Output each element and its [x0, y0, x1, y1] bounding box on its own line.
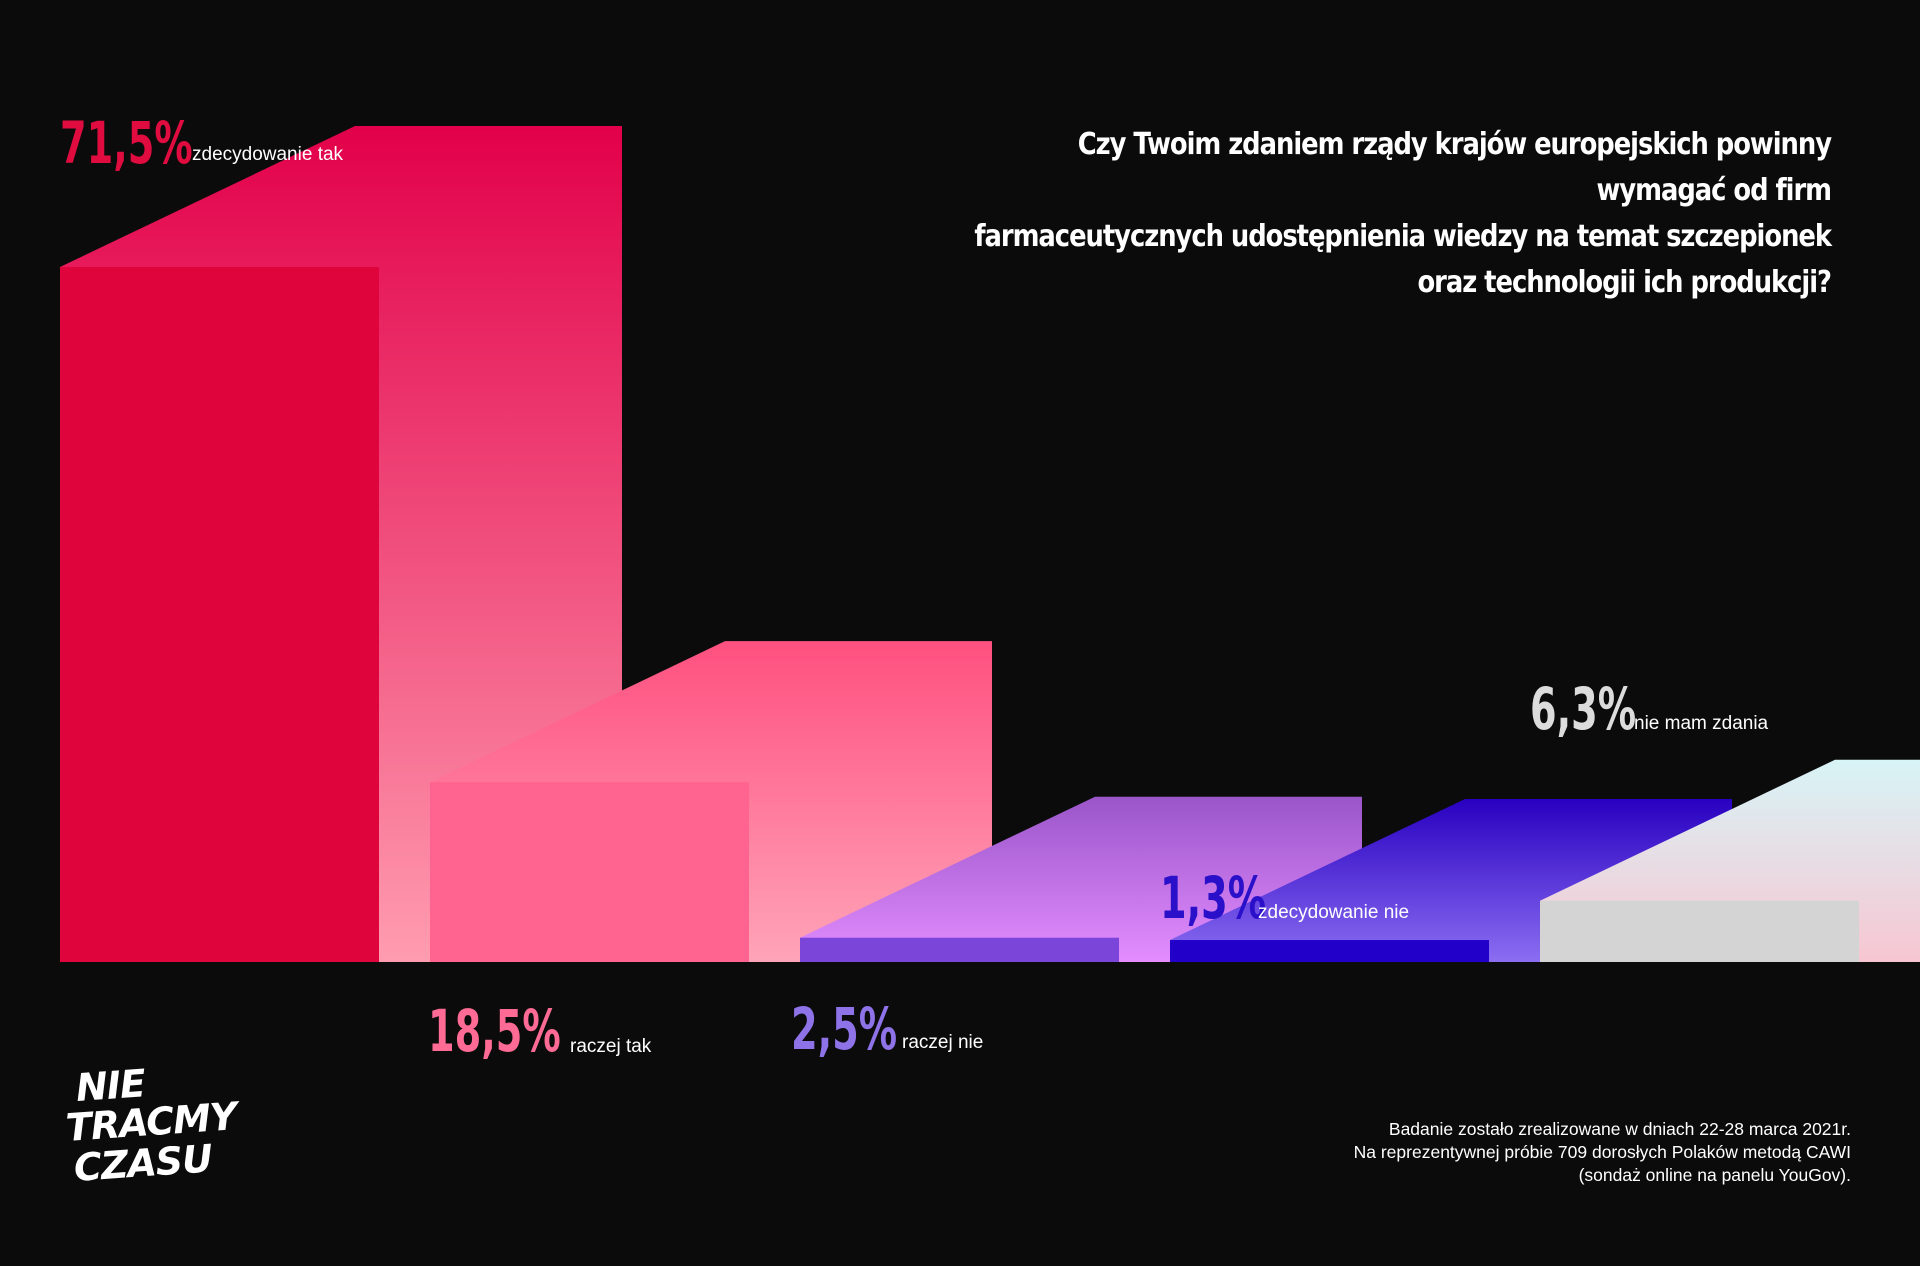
- value-label-5: 6,3%: [1530, 675, 1636, 743]
- bar-front-2: [430, 782, 749, 962]
- value-label-2: 18,5%: [428, 997, 561, 1065]
- category-label-1: zdecydowanie tak: [192, 144, 344, 165]
- question-line-2: farmaceutycznych udostępnienia wiedzy na…: [974, 219, 1832, 254]
- nie-tracmy-czasu-logo: NIE TRACMY CZASU: [62, 1061, 242, 1198]
- value-label-1: 71,5%: [60, 109, 193, 177]
- value-label-4: 1,3%: [1160, 864, 1266, 932]
- footnote-line-3: (sondaż online na panelu YouGov).: [1578, 1165, 1851, 1185]
- footnote-line-2: Na reprezentywnej próbie 709 dorosłych P…: [1353, 1142, 1851, 1162]
- bar-front-3: [800, 937, 1119, 962]
- bar-front-4: [1170, 940, 1489, 962]
- bars-group: [60, 126, 1920, 962]
- category-label-5: nie mam zdania: [1634, 713, 1769, 734]
- question-line-1: Czy Twoim zdaniem rządy krajów europejsk…: [1077, 127, 1832, 208]
- value-label-3: 2,5%: [791, 995, 897, 1063]
- logo-line-3: CZASU: [72, 1136, 214, 1190]
- footnote-line-1: Badanie zostało zrealizowane w dniach 22…: [1388, 1119, 1851, 1139]
- labels-group: 71,5% zdecydowanie tak 18,5% raczej tak 2,5%…: [60, 109, 1769, 1065]
- survey-methodology-note: Badanie zostało zrealizowane w dniach 22…: [1151, 1118, 1851, 1187]
- question-line-3: oraz technologii ich produkcji?: [1417, 265, 1832, 300]
- category-label-3: raczej nie: [902, 1032, 983, 1053]
- bar-front-1: [60, 267, 379, 962]
- bar-front-5: [1540, 900, 1859, 962]
- category-label-2: raczej tak: [570, 1036, 652, 1057]
- survey-question: Czy Twoim zdaniem rządy krajów europejsk…: [971, 122, 1832, 306]
- category-label-4: zdecydowanie nie: [1258, 902, 1409, 923]
